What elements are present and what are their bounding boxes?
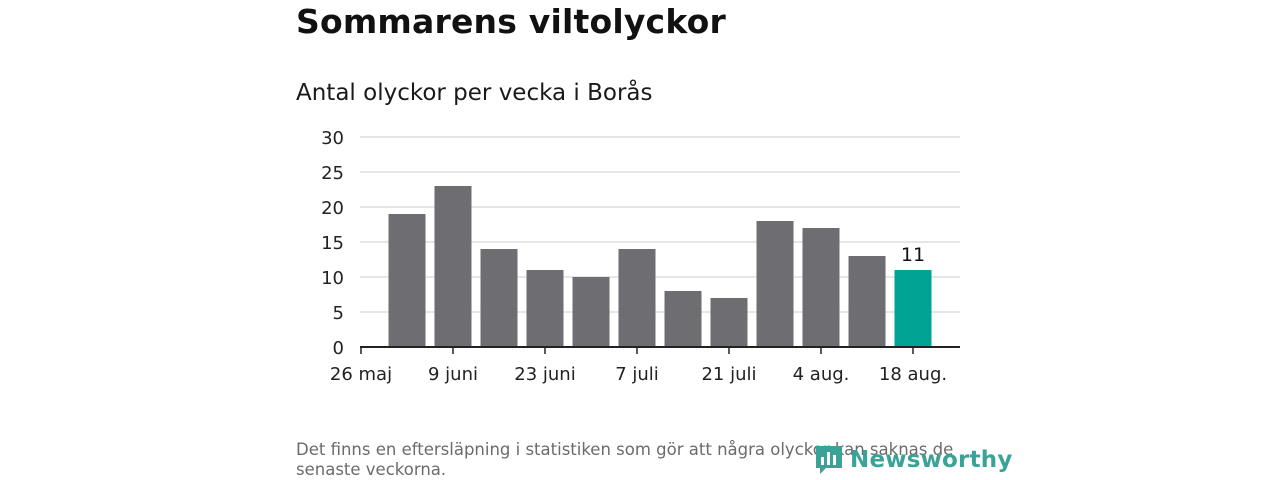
bar [526,270,564,347]
y-tick-label: 15 [321,233,344,254]
x-tick-label: 18 aug. [879,364,947,385]
bar [848,256,886,347]
bar [664,291,702,347]
chart-title: Sommarens viltolyckor [296,2,726,41]
bar [756,221,794,347]
x-tick-label: 4 aug. [793,364,850,385]
bar [434,186,472,347]
y-tick-label: 10 [321,268,344,289]
bar [618,249,656,347]
bar [894,270,932,347]
footnote: Det finns en eftersläpning i statistiken… [296,440,954,479]
x-tick-label: 21 juli [701,364,756,385]
y-tick-label: 30 [321,128,344,149]
x-tick-label: 26 maj [330,364,392,385]
x-tick-label: 9 juni [428,364,478,385]
newsworthy-logo-text: Newsworthy [850,447,1013,473]
bar-chart: 0 5 10 15 20 25 30 26 maj 9 juni 23 juni 7 juli 21 … [321,128,960,385]
newsworthy-logo-icon [816,446,842,474]
newsworthy-logo: Newsworthy [814,444,1013,476]
y-tick-label: 0 [333,338,344,359]
bar [710,298,748,347]
y-tick-label: 5 [333,303,344,324]
bar [572,277,610,347]
chart-subtitle: Antal olyckor per vecka i Borås [296,80,653,106]
bar [388,214,426,347]
data-label: 11 [901,244,925,266]
bar [802,228,840,347]
x-tick-label: 23 juni [514,364,575,385]
y-tick-label: 20 [321,198,344,219]
y-tick-label: 25 [321,163,344,184]
bar [480,249,518,347]
x-tick-label: 7 juli [615,364,659,385]
